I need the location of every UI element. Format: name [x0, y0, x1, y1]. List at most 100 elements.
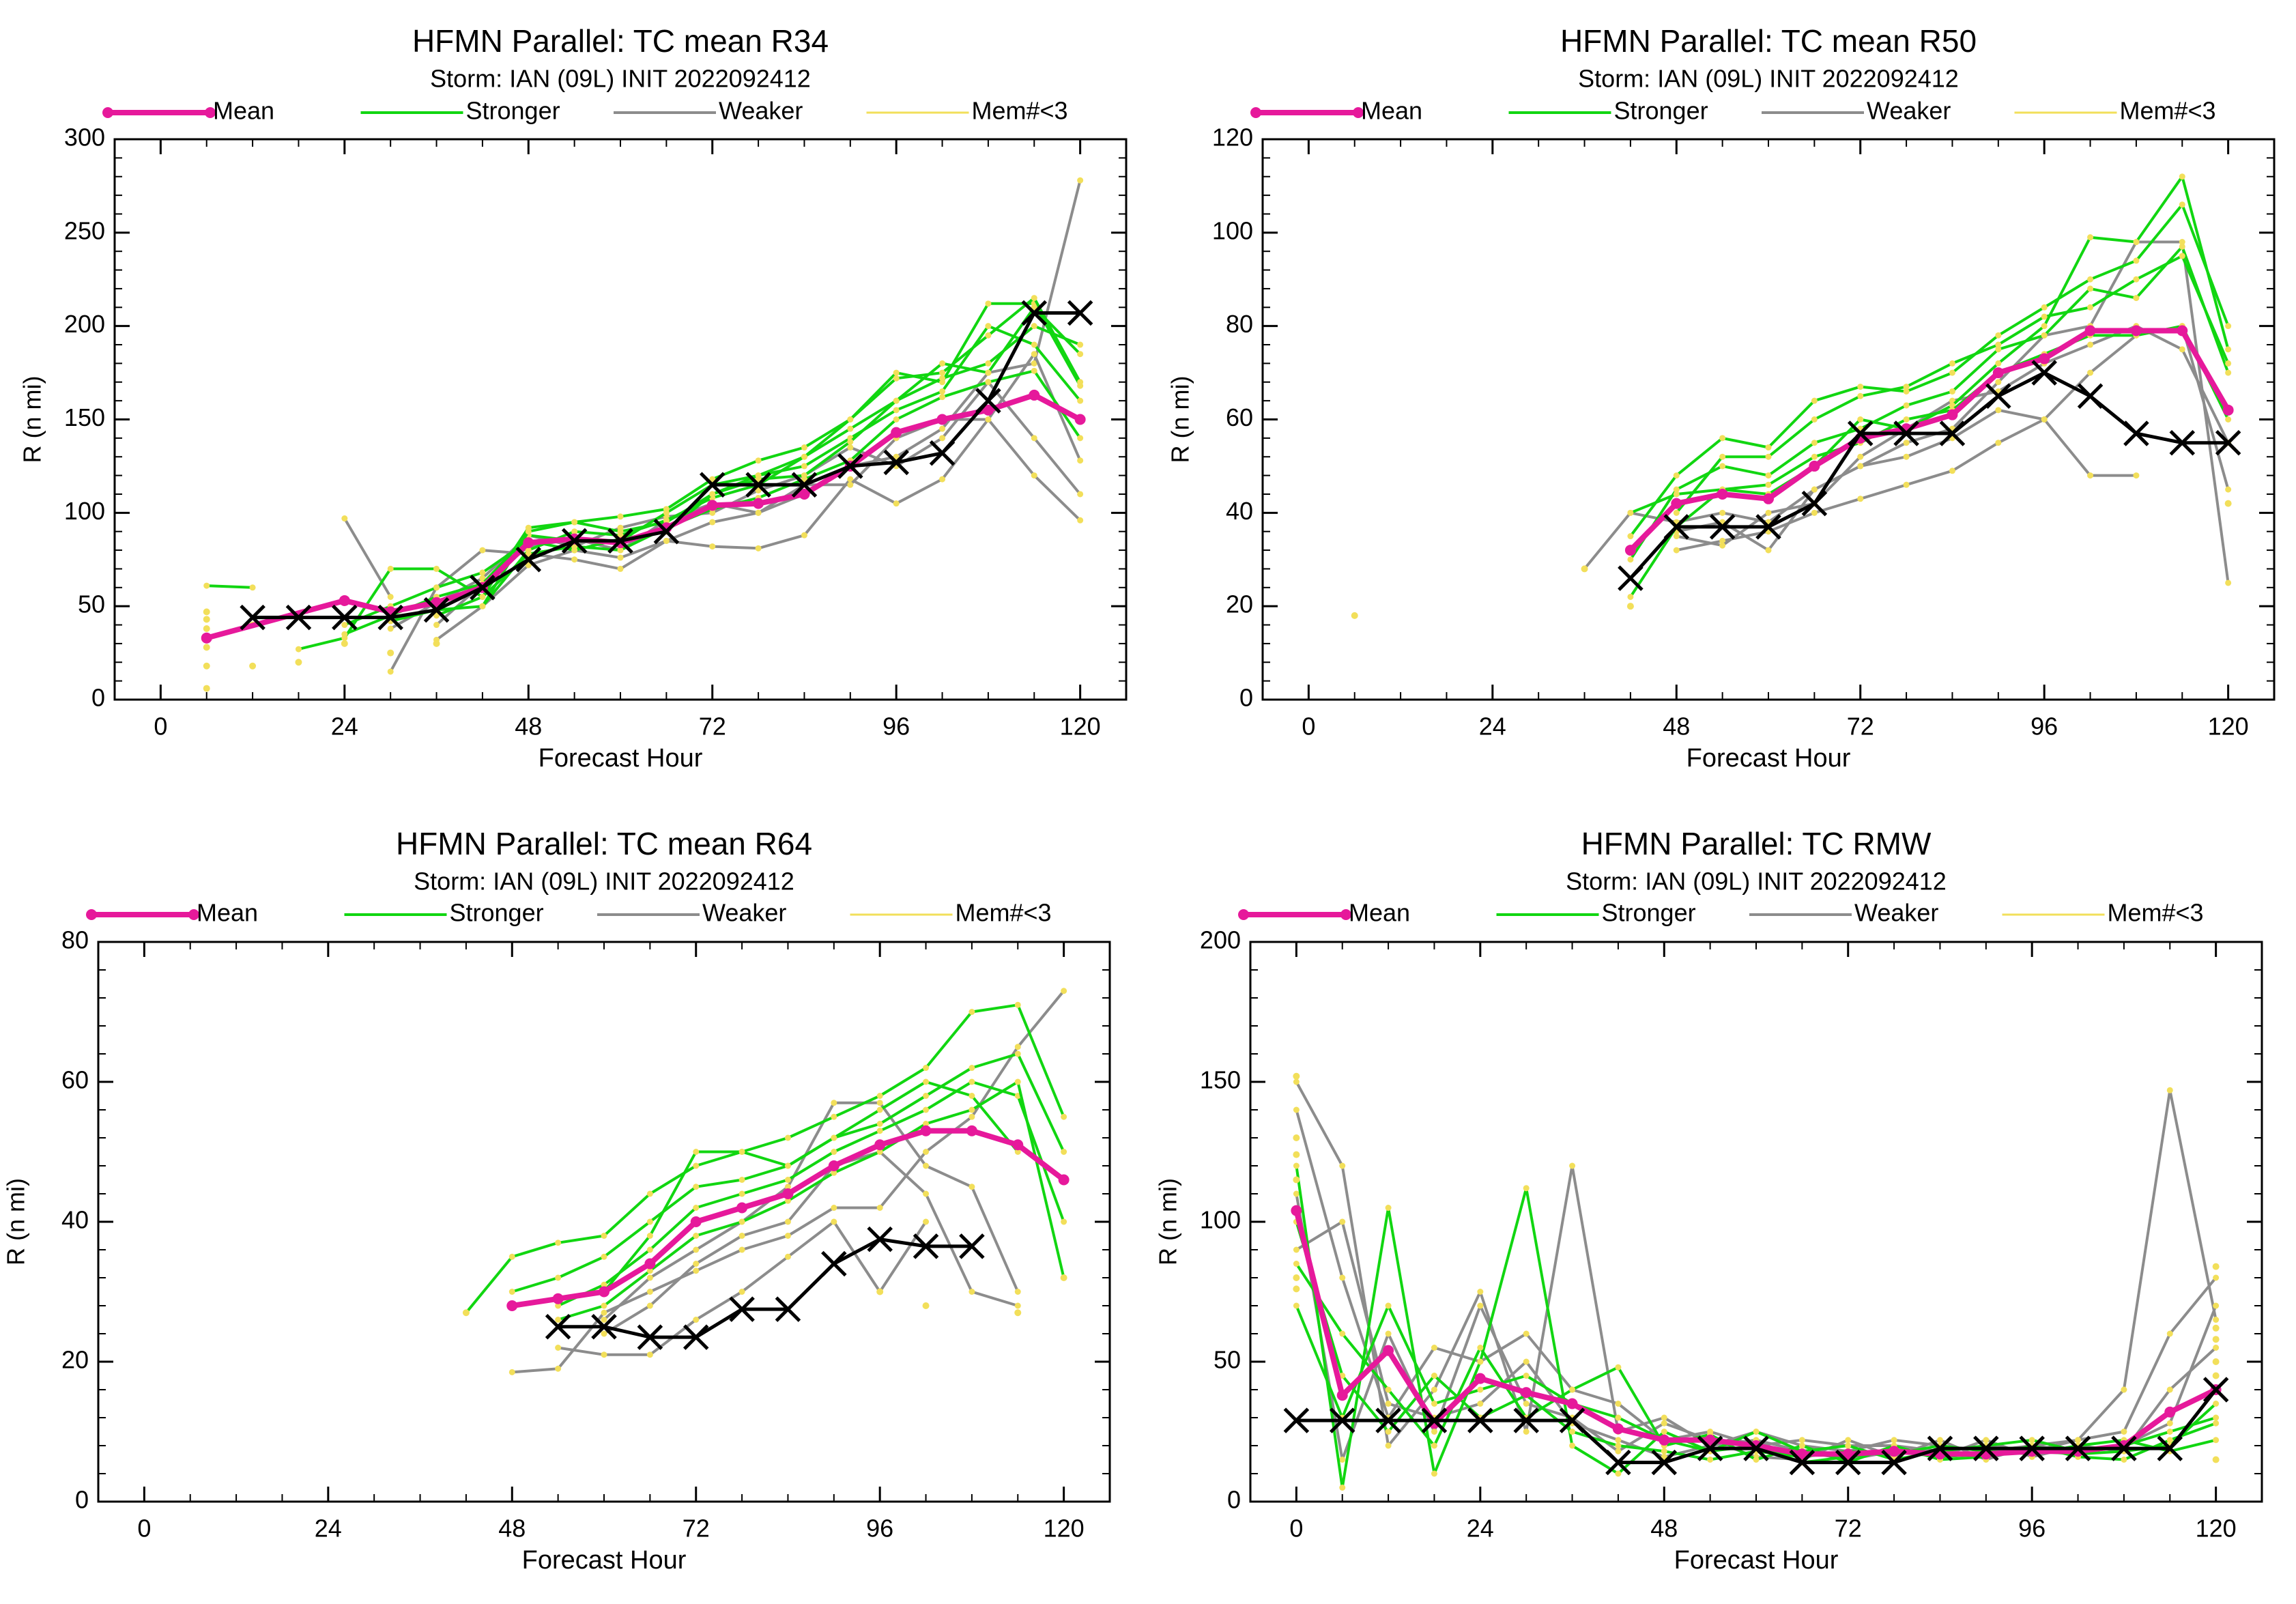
member-point	[784, 1134, 791, 1141]
mean-point	[1029, 389, 1040, 401]
member-dot	[203, 608, 210, 616]
best-track-marker	[561, 528, 588, 554]
member-point	[1753, 1429, 1760, 1435]
member-point	[2225, 486, 2232, 493]
legend-marker	[1340, 909, 1351, 920]
x-tick-label: 48	[515, 713, 542, 741]
member-point	[1385, 1205, 1392, 1211]
mean-point	[2177, 325, 2188, 336]
mean-point	[891, 427, 902, 438]
y-tick-label: 0	[75, 1486, 89, 1514]
member-point	[1949, 468, 1955, 474]
best-track-marker	[683, 1324, 709, 1350]
member-point	[1673, 491, 1680, 498]
member-point	[2087, 276, 2094, 283]
member-point	[646, 1268, 653, 1274]
best-track-marker	[2077, 383, 2104, 410]
member-point	[876, 1121, 883, 1127]
member-point	[1431, 1386, 1437, 1393]
member-point	[1765, 547, 1772, 554]
mean-point	[1058, 1174, 1070, 1186]
best-track-marker	[377, 604, 403, 631]
stronger-member-line	[1629, 175, 2230, 598]
mean-point	[2084, 325, 2096, 336]
legend-label-stronger: Stronger	[1602, 899, 1696, 927]
member-point	[1995, 341, 2002, 348]
member-point	[2121, 1386, 2127, 1393]
member-dot	[2212, 1336, 2220, 1343]
legend-item-mean: Mean	[1250, 97, 1422, 125]
member-point	[801, 444, 807, 451]
member-point	[1798, 1437, 1805, 1444]
member-point	[847, 438, 854, 445]
member-point	[2166, 1429, 2173, 1435]
stronger-member-line	[1630, 324, 2230, 515]
member-point	[1903, 384, 1910, 390]
member-point	[1661, 1414, 1667, 1421]
member-point	[1719, 542, 1726, 549]
legend-item-weaker: Weaker	[614, 97, 803, 125]
member-point	[1031, 435, 1037, 442]
member-point	[1995, 407, 2002, 414]
member-dot	[433, 640, 440, 647]
best-track-marker	[2202, 1377, 2229, 1403]
member-point	[2166, 1330, 2173, 1337]
member-point	[1615, 1401, 1622, 1407]
member-point	[693, 1149, 700, 1155]
member-point	[555, 1274, 562, 1281]
member-dot	[203, 616, 210, 623]
member-point	[1673, 533, 1680, 540]
member-point	[784, 1253, 791, 1260]
y-tick-label: 20	[61, 1346, 89, 1374]
member-point	[693, 1261, 700, 1267]
member-point	[1431, 1345, 1437, 1351]
y-tick-label: 150	[1200, 1066, 1241, 1094]
member-point	[646, 1233, 653, 1239]
member-point	[1661, 1453, 1667, 1460]
member-point	[1014, 1093, 1021, 1099]
member-point	[738, 1190, 745, 1197]
legend-item-members: Mem#<3	[850, 899, 1052, 927]
member-point	[709, 519, 716, 526]
member-point	[508, 1369, 515, 1375]
best-track-marker	[2019, 1435, 2045, 1461]
member-point	[923, 1149, 930, 1155]
member-point	[1014, 1289, 1021, 1295]
member-point	[601, 1309, 607, 1316]
member-point	[923, 1065, 930, 1071]
member-point	[1385, 1302, 1392, 1309]
member-point	[1903, 402, 1910, 409]
y-tick-label: 250	[64, 216, 105, 244]
member-point	[555, 1345, 562, 1351]
member-point	[738, 1233, 745, 1239]
mean-point	[1717, 488, 1728, 500]
y-axis-label: R (n mi)	[2, 1178, 30, 1265]
x-tick-label: 0	[1302, 713, 1315, 741]
member-point	[801, 463, 807, 470]
member-point	[508, 1253, 515, 1260]
member-point	[1949, 402, 1955, 409]
best-track-marker	[821, 1250, 847, 1277]
member-point	[1031, 304, 1037, 311]
mean-point	[2164, 1406, 2176, 1418]
plot-area	[201, 177, 1093, 692]
stronger-member-line	[557, 1080, 1065, 1307]
member-dot	[462, 1309, 470, 1317]
member-point	[1673, 486, 1680, 493]
best-track-marker	[607, 528, 633, 554]
legend-marker	[188, 909, 199, 920]
best-track-marker	[1927, 1435, 1953, 1461]
member-point	[801, 453, 807, 460]
legend-item-weaker: Weaker	[1749, 899, 1938, 927]
best-track-marker	[1021, 300, 1048, 326]
member-point	[1293, 1246, 1300, 1253]
member-point	[831, 1149, 837, 1155]
member-point	[2041, 304, 2048, 311]
member-point	[1431, 1373, 1437, 1379]
legend-item-mean: Mean	[102, 97, 274, 125]
member-point	[939, 425, 946, 432]
member-point	[893, 416, 900, 423]
best-track-marker	[1283, 1407, 1310, 1433]
member-point	[709, 491, 716, 498]
member-point	[1719, 453, 1726, 460]
